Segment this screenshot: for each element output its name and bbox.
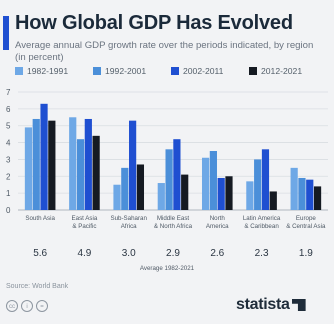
attribution-icon[interactable]: i	[21, 300, 33, 312]
x-tick-label: East Asia	[72, 215, 98, 222]
legend-item: 1992-2001	[93, 66, 146, 76]
legend-item: 2002-2011	[171, 66, 223, 76]
legend-item: 2012-2021	[249, 66, 302, 76]
average-value: 4.9	[77, 248, 92, 259]
averages-row: 5.6 4.9 3.0 2.9 2.6 2.3 1.9	[0, 248, 334, 264]
x-tick-label: & North Africa	[154, 223, 193, 230]
bar	[201, 157, 210, 210]
brand-name: statista	[236, 296, 290, 313]
x-tick-label: America	[206, 223, 229, 230]
bar-chart: 0 1 2 3 4 5 6 7 South Asia East Asia& Pacific Sub-…	[6, 88, 328, 230]
bar	[313, 186, 322, 210]
average-value: 2.3	[254, 248, 269, 259]
y-tick-label: 0	[6, 206, 11, 215]
legend-label: 1982-1991	[27, 66, 69, 76]
y-tick-label: 7	[6, 88, 11, 97]
bar	[92, 135, 100, 210]
bar	[225, 176, 233, 210]
x-tick-label: Sub-Saharan	[110, 215, 147, 222]
title-accent-bar	[3, 16, 9, 50]
legend-swatch	[249, 67, 257, 75]
average-value: 2.9	[166, 248, 180, 259]
y-tick-label: 5	[6, 122, 11, 131]
average-value: 3.0	[121, 248, 136, 259]
legend-swatch	[15, 67, 23, 75]
statista-logo-mark-icon	[291, 299, 306, 311]
bar	[40, 103, 48, 210]
y-tick-label: 3	[6, 155, 11, 164]
x-tick-label: & Pacific	[72, 223, 96, 230]
legend-swatch	[93, 67, 101, 75]
license-icons: cc i =	[6, 300, 48, 312]
average-value: 5.6	[33, 248, 48, 259]
bar	[290, 167, 298, 210]
bar	[173, 139, 181, 210]
bar	[121, 167, 129, 210]
x-tick-label: Middle East	[157, 215, 190, 222]
bar	[261, 149, 270, 210]
bar	[269, 191, 277, 210]
bar	[246, 181, 254, 210]
y-tick-label: 1	[6, 189, 11, 198]
bar	[165, 149, 173, 210]
bar	[157, 183, 165, 210]
source-note: Source: World Bank	[6, 283, 69, 290]
average-value: 1.9	[298, 248, 313, 259]
y-tick-label: 6	[6, 105, 11, 114]
x-tick-label: Europe	[296, 215, 317, 222]
bar	[76, 139, 85, 210]
x-tick-label: & Caribbean	[244, 223, 279, 230]
bar	[32, 118, 40, 210]
bar	[84, 118, 92, 210]
averages-caption: Average 1982-2021	[139, 265, 195, 272]
legend-swatch	[171, 67, 179, 75]
no-derivatives-icon[interactable]: =	[36, 300, 48, 312]
bar	[254, 159, 262, 210]
y-tick-label: 4	[6, 139, 11, 148]
chart-legend: 1982-1991 1992-2001 2002-2011 2012-2021	[15, 66, 330, 78]
bar	[136, 164, 145, 210]
bar	[306, 179, 314, 210]
chart-title: How Global GDP Has Evolved	[15, 12, 293, 34]
bar	[181, 174, 189, 210]
average-value: 2.6	[210, 248, 225, 259]
y-tick-label: 2	[6, 172, 11, 181]
x-tick-label: North	[210, 215, 226, 222]
x-tick-label: & Central Asia	[286, 223, 326, 230]
bar	[113, 184, 121, 210]
bar	[69, 117, 77, 210]
bar	[209, 151, 217, 210]
legend-item: 1982-1991	[15, 66, 68, 76]
bar	[48, 120, 56, 210]
bar	[217, 177, 225, 210]
bar	[129, 120, 137, 210]
x-tick-label: Africa	[121, 223, 137, 230]
x-tick-label: South Asia	[25, 215, 55, 222]
x-tick-label: Latin America	[243, 215, 281, 222]
bar	[24, 127, 33, 210]
legend-label: 2002-2011	[183, 66, 224, 76]
bar	[298, 177, 306, 210]
legend-label: 2012-2021	[261, 66, 303, 76]
statista-logo[interactable]: statista	[236, 296, 306, 314]
creative-commons-icon[interactable]: cc	[6, 300, 18, 312]
chart-subtitle: Average annual GDP growth rate over the …	[15, 40, 314, 63]
legend-label: 1992-2001	[105, 66, 147, 76]
